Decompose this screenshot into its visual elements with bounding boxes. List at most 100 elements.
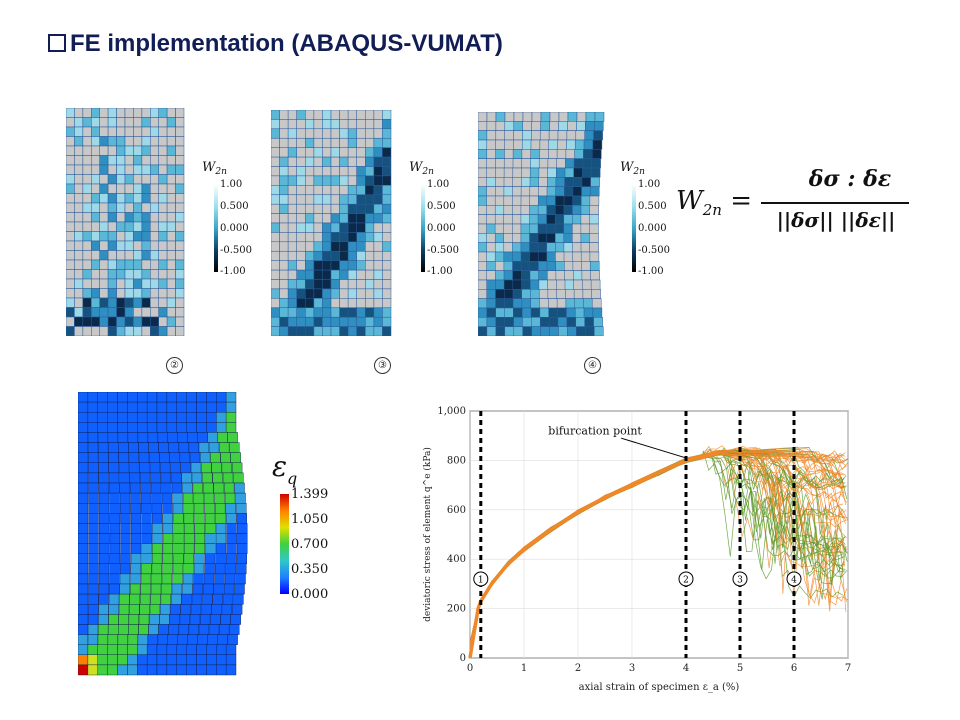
mesh-cell	[512, 233, 522, 243]
mesh-cell	[197, 432, 208, 443]
mesh-cell	[573, 158, 584, 169]
mesh-cell	[130, 502, 141, 514]
mesh-cell	[495, 167, 505, 178]
mesh-cell	[521, 279, 531, 290]
mesh-cell	[97, 634, 109, 645]
mesh-cell	[133, 136, 143, 147]
mesh-cell	[218, 624, 230, 635]
mesh-cell	[87, 442, 99, 453]
mesh-cell	[512, 298, 523, 309]
mesh-cell	[74, 250, 84, 261]
mesh-cell	[215, 513, 226, 524]
mesh-cell	[150, 472, 161, 484]
mesh-cell	[494, 242, 505, 253]
mesh-cell	[91, 221, 100, 232]
mesh-cell	[287, 194, 297, 205]
mesh-cell	[520, 214, 531, 225]
mesh-cell	[529, 223, 539, 234]
mesh-cell	[124, 288, 134, 299]
mesh-cell	[150, 269, 159, 280]
mesh-cell	[74, 164, 84, 175]
mesh-cell	[205, 523, 216, 534]
mesh-cell	[529, 242, 539, 253]
mesh-cell	[183, 553, 195, 564]
mesh-cell	[130, 523, 142, 534]
mesh-cell	[74, 193, 84, 204]
mesh-cell	[99, 183, 109, 194]
mesh-cell	[565, 158, 575, 169]
mesh-cell	[547, 158, 558, 169]
mesh-cell	[183, 563, 194, 575]
mesh-cell	[322, 147, 332, 158]
mesh-cell	[222, 472, 234, 484]
mesh-cell	[522, 130, 532, 141]
mesh-cell	[554, 233, 565, 243]
mesh-cell	[313, 222, 323, 233]
mesh-cell	[520, 186, 531, 197]
mesh-cell	[133, 326, 143, 337]
mesh-cell	[347, 156, 357, 167]
mesh-cell	[563, 251, 574, 262]
mesh-cell	[97, 432, 109, 443]
x-tick-label: 1	[521, 663, 527, 674]
mesh-cell	[305, 128, 315, 139]
mesh-cell	[109, 492, 120, 504]
tick: 1.399	[291, 487, 329, 502]
mesh-cell	[133, 202, 143, 213]
mesh-cell	[296, 232, 306, 243]
mesh-cell	[512, 158, 523, 169]
mesh-cell	[97, 422, 108, 433]
mesh-cell	[382, 213, 392, 224]
mesh-cell	[486, 233, 496, 243]
mesh-cell	[322, 260, 332, 271]
mesh-cell	[166, 288, 176, 299]
mesh-cell	[365, 260, 375, 271]
mesh-cell	[477, 111, 488, 122]
mesh-cell	[287, 156, 297, 167]
mesh-cell	[382, 166, 392, 177]
mesh-cell	[99, 164, 109, 175]
mesh-cell	[99, 107, 109, 118]
mesh-cell	[330, 185, 340, 195]
mesh-cell	[91, 278, 100, 289]
mesh-cell	[548, 307, 558, 318]
mesh-cell	[296, 298, 306, 308]
mesh-cell	[225, 502, 236, 514]
mesh-cell	[124, 164, 134, 175]
mesh-cell	[279, 307, 289, 318]
mesh-cell	[557, 139, 567, 150]
mesh-cell	[503, 261, 514, 271]
mesh-cell	[583, 298, 593, 309]
mesh-cell	[504, 326, 515, 337]
mesh-cell	[87, 452, 99, 463]
mesh-cell	[148, 442, 159, 453]
mesh-cell	[486, 111, 497, 122]
mesh-cell	[119, 472, 130, 484]
mesh-cell	[130, 533, 142, 544]
mesh-cell	[589, 205, 599, 215]
mesh-cell	[365, 128, 375, 139]
mesh-cell	[356, 326, 366, 337]
mesh-cell	[347, 298, 357, 308]
mesh-cell	[158, 240, 168, 251]
mesh-cell	[99, 297, 109, 308]
mesh-cell	[141, 193, 151, 204]
mesh-cell	[119, 492, 131, 504]
mesh-cell	[287, 288, 297, 299]
mesh-cell	[226, 523, 237, 534]
mesh-cell	[116, 155, 126, 166]
mesh-cell	[313, 166, 323, 177]
mesh-cell	[222, 593, 234, 605]
w2n-panel-4: W2n 1.00 0.500 0.000 -0.500 -1.00	[477, 111, 678, 337]
mesh-cell	[216, 654, 227, 666]
mesh-cell	[117, 401, 128, 413]
mesh-cell	[270, 326, 280, 337]
tick: 0.700	[291, 537, 329, 552]
mesh-cell	[339, 279, 349, 290]
mesh-cell	[65, 164, 75, 175]
tick: -1.00	[427, 266, 453, 277]
mesh-cell	[118, 604, 130, 615]
mesh-cell	[156, 644, 168, 655]
mesh-cell	[166, 644, 178, 655]
mesh-cell	[574, 307, 585, 318]
